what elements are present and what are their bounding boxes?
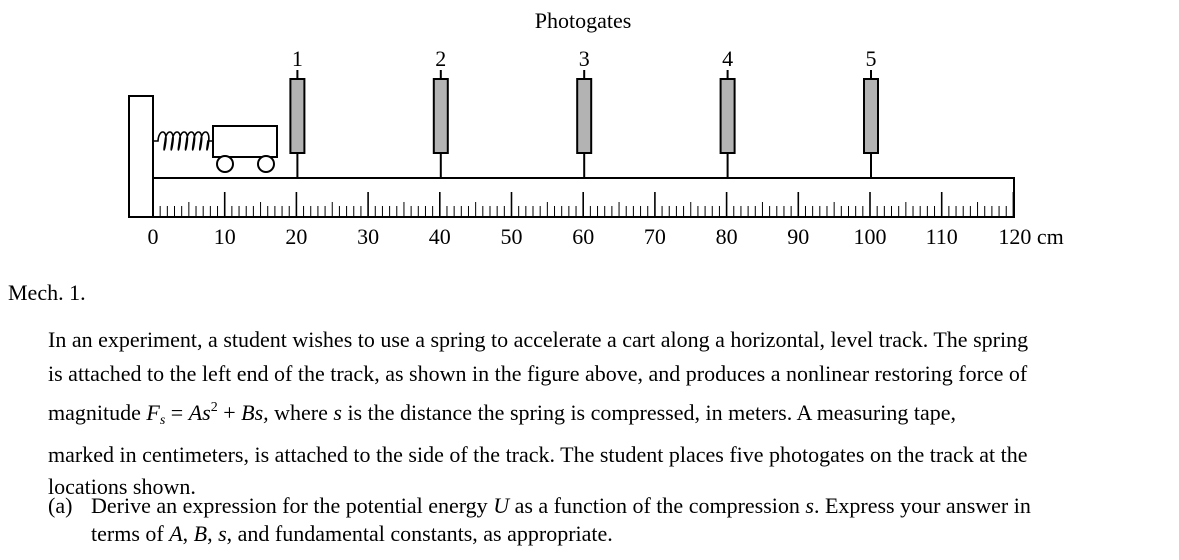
- photogate-body: [432, 78, 449, 154]
- photogate-5: 5: [863, 46, 879, 178]
- tape-tick-label: 100: [854, 224, 887, 249]
- statement-line-4: marked in centimeters, is attached to th…: [48, 442, 1028, 467]
- photogate-label: 4: [722, 46, 733, 71]
- tape-tick-label: 20: [285, 224, 307, 249]
- tape-tick-label: 30: [357, 224, 379, 249]
- tape-tick-label: 90: [787, 224, 809, 249]
- photogate-label: 1: [292, 46, 303, 71]
- statement-line-5: locations shown.: [48, 474, 196, 499]
- photogates: 1 2 3 4 5: [289, 46, 879, 178]
- tape-ticks: [152, 192, 1015, 216]
- photogate-body: [576, 78, 593, 154]
- tape-tick-labels: 0 10 20 30 40 50 60 70 80 90 100 110 120 cm: [148, 224, 1064, 249]
- photogate-2: 2: [432, 46, 449, 178]
- tape-tick-label: 70: [644, 224, 666, 249]
- tape-tick-label: 120 cm: [998, 224, 1063, 249]
- photogate-1: 1: [289, 46, 306, 178]
- part-a: (a) Derive an expression for the potentia…: [48, 492, 1031, 548]
- tape-tick-label: 40: [429, 224, 451, 249]
- photogate-4: 4: [719, 46, 736, 178]
- spring-icon: [153, 131, 213, 151]
- tape-tick-label: 110: [926, 224, 958, 249]
- part-a-line-2: terms of A, B, s, and fundamental consta…: [91, 521, 613, 546]
- photogate-3: 3: [576, 46, 593, 178]
- photogate-body: [719, 78, 736, 154]
- tape-tick-label: 80: [716, 224, 738, 249]
- track-end-wall: [128, 95, 154, 218]
- figure-title: Photogates: [535, 8, 632, 33]
- part-a-line-1: (a) Derive an expression for the potentia…: [48, 493, 1031, 518]
- tape-tick-label: 60: [572, 224, 594, 249]
- statement-line-2: is attached to the left end of the track…: [48, 361, 1028, 386]
- photogate-body: [289, 78, 306, 154]
- photogate-label: 2: [435, 46, 446, 71]
- apparatus-figure: Photogates 0 10 20 30 40 50 60 70 80 90 100 110 120 …: [128, 8, 1064, 249]
- photogate-label: 3: [579, 46, 590, 71]
- tape-tick-label: 50: [501, 224, 523, 249]
- tape-tick-label: 0: [148, 224, 159, 249]
- statement-line-3: magnitude Fs = As2 + Bs, where s is the …: [48, 400, 956, 428]
- problem-label: Mech. 1.: [8, 280, 86, 305]
- problem-statement: In an experiment, a student wishes to us…: [48, 323, 1173, 502]
- photogate-body: [863, 78, 879, 154]
- part-a-tag: (a): [48, 493, 73, 518]
- cart-icon: [212, 125, 278, 173]
- photogate-label: 5: [866, 46, 877, 71]
- tape-tick-label: 10: [214, 224, 236, 249]
- statement-line-1: In an experiment, a student wishes to us…: [48, 327, 1029, 352]
